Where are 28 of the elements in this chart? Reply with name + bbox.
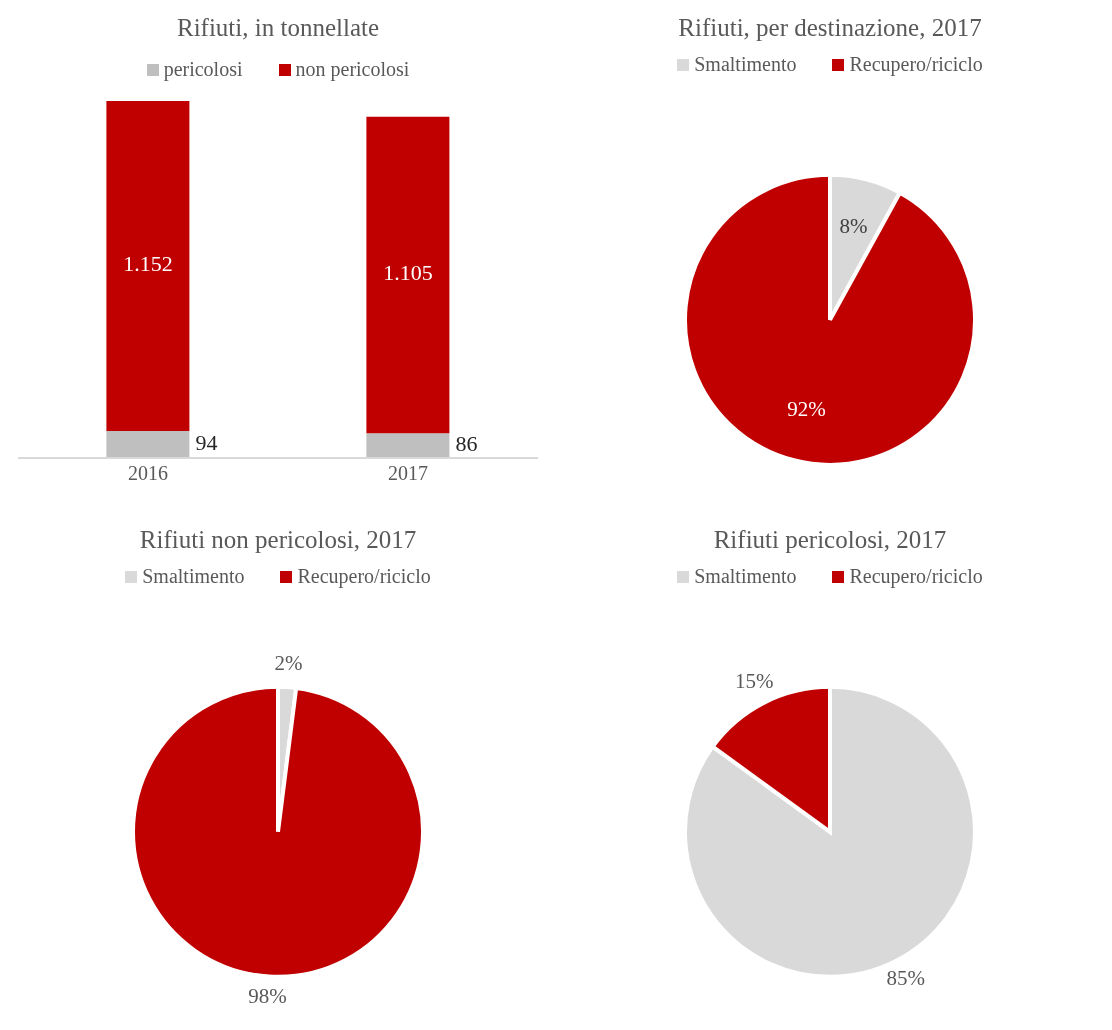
data-label: 1.152 [123,251,173,277]
legend-label: Smaltimento [693,53,797,76]
legend-label: Recupero/riciclo [848,53,983,76]
legend-label: Recupero/riciclo [296,565,431,588]
legend-label: Smaltimento [141,565,245,588]
data-label: 2% [274,650,303,675]
x-tick-label: 2017 [388,462,428,485]
data-label: 92% [787,396,826,421]
chart-title: Rifiuti pericolosi, 2017 [712,525,948,555]
data-label: 1.105 [383,260,433,286]
legend-label: Smaltimento [693,565,797,588]
data-label: 85% [886,966,926,991]
chart-title: Rifiuti non pericolosi, 2017 [138,525,418,555]
chart-title: Rifiuti, in tonnellate [175,13,381,43]
bar [106,431,190,458]
data-label: 98% [248,984,287,1009]
data-label: 8% [839,214,868,239]
data-label: 86 [455,430,478,456]
bar [106,101,190,432]
legend-label: pericolosi [162,58,243,81]
data-label: 94 [195,429,218,455]
chart-title: Rifiuti, per destinazione, 2017 [677,13,983,43]
data-label: 15% [734,668,774,693]
bar [366,116,450,434]
legend-label: Recupero/riciclo [848,565,983,588]
legend-label: non pericolosi [294,58,410,81]
bar [366,433,450,458]
x-tick-label: 2016 [128,462,168,485]
